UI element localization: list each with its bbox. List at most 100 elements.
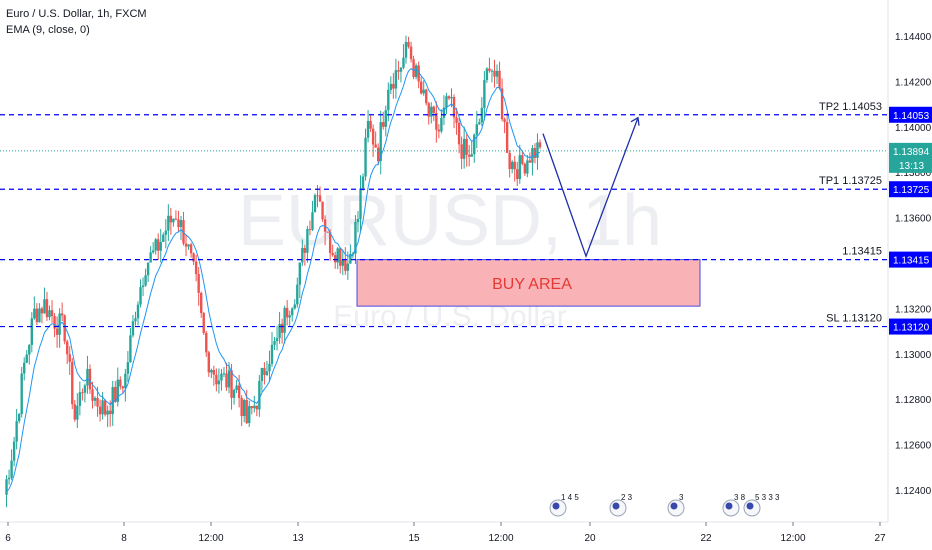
x-tick-label: 22 [700,533,712,544]
candle-body [409,46,413,60]
candles [5,35,542,508]
candle-body [278,323,281,339]
candle-body [169,215,173,223]
candle-body [430,106,433,117]
candle-body [91,389,94,401]
candle-body [490,70,494,72]
candle-body [389,83,393,90]
projection-arrow[interactable] [542,117,639,259]
candle-body [508,152,511,170]
candle-body [23,362,26,374]
candle-body [308,229,312,231]
candle-body [275,338,279,342]
candle-body [412,59,415,77]
candle-body [435,112,438,130]
economic-event-badge[interactable]: 2 3 [609,493,633,517]
candle-body [76,405,79,420]
candle-body [407,41,410,47]
event-badge-count: 3 8 [734,493,746,502]
candle-body [288,315,291,318]
candle-body [250,406,253,409]
candle-body [384,110,387,127]
candle-body [382,122,385,127]
economic-event-badge[interactable]: 3 [667,493,685,517]
candle-body [366,120,370,138]
candle-body [184,243,188,247]
symbol-title[interactable]: Euro / U.S. Dollar, 1h, FXCM [6,8,147,20]
candle-body [144,275,147,286]
candle-body [20,373,23,415]
x-tick-label: 12:00 [780,533,805,544]
candle-body [422,89,425,94]
candle-body [414,65,418,77]
candle-body [131,321,135,336]
level-label: 1.13415 [842,246,882,258]
candle-body [111,387,114,415]
candle-body [273,341,276,345]
candle-body [93,397,97,401]
candle-body [38,308,41,323]
candle-body [53,316,56,329]
level-price-tag [889,251,932,268]
candle-body [35,308,39,323]
candle-body [45,299,49,318]
candle-body [516,169,519,179]
candle-body [172,218,175,223]
candle-body [447,96,451,99]
candle-body [488,68,491,71]
candle-body [296,284,299,305]
candle-body [197,274,200,293]
candle-body [157,239,160,251]
candle-body [392,83,395,89]
candle-body [101,400,104,415]
candle-body [200,292,203,314]
buy-area-zone[interactable] [356,259,701,307]
candle-body [528,160,532,163]
candle-body [121,386,125,389]
watermark-ticker: EURUSD, 1h [238,181,662,261]
candle-body [212,369,216,375]
candle-body [258,380,261,410]
candle-body [205,332,208,353]
candle-body [493,70,496,77]
economic-event-badge[interactable]: 3 8 [722,493,746,517]
y-tick-label: 1.14200 [895,77,932,88]
economic-event-badge[interactable]: 1 4 5 [549,493,579,517]
candle-body [253,405,256,409]
y-tick-label: 1.14400 [895,32,932,43]
candle-body [379,122,382,162]
candle-body [478,122,481,125]
candle-body [462,138,466,159]
flag-canton-icon [552,502,560,510]
economic-event-badge[interactable]: 5 3 3 3 [743,493,780,517]
candle-body [303,247,307,253]
y-tick-label: 1.14000 [895,123,932,134]
candle-body [151,250,155,253]
level-label: TP2 1.14053 [819,101,882,113]
candle-body [442,107,446,118]
candle-body [146,262,150,276]
candle-body [108,410,112,415]
candle-body [202,313,205,333]
ema-indicator-label[interactable]: EMA (9, close, 0) [6,24,90,36]
candle-body [60,313,64,316]
candle-body [321,201,324,220]
candle-body [50,310,54,317]
y-tick-label: 1.12400 [895,486,932,497]
x-tick-label: 15 [408,533,420,544]
flag-canton-icon [670,502,678,510]
candle-body [425,89,428,104]
current-price-text: 1.13894 [893,147,930,158]
x-tick-label: 12:00 [488,533,513,544]
candle-body [336,248,339,263]
candle-body [323,219,327,232]
candle-body [10,460,13,478]
candle-body [485,68,489,81]
candle-body [25,354,28,363]
level-label: SL 1.13120 [826,313,882,325]
candle-body [55,328,59,335]
chart-legend: Euro / U.S. Dollar, 1h, FXCM EMA (9, clo… [6,6,147,38]
candle-body [394,70,398,89]
y-tick-label: 1.13200 [895,304,932,315]
